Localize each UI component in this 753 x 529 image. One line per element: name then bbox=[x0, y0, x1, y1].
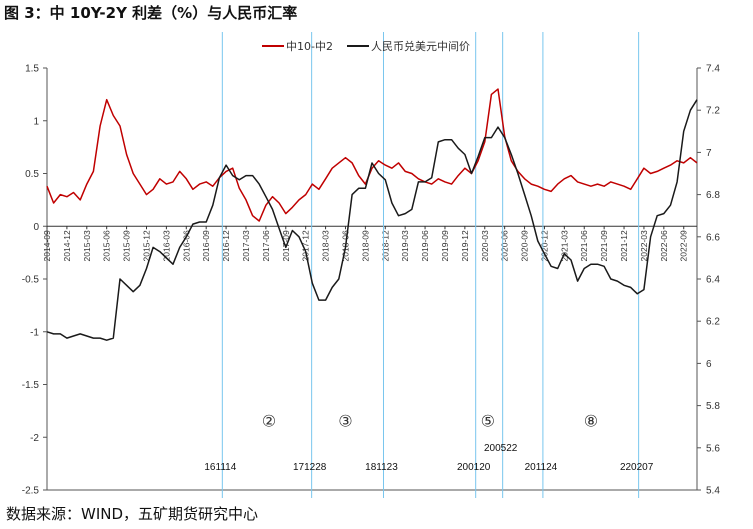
left-axis-tick-label: 1 bbox=[33, 116, 39, 127]
event-line-label: 200120 bbox=[457, 462, 491, 473]
left-axis-tick-label: -2 bbox=[30, 433, 39, 444]
x-axis-tick-label: 2015-09 bbox=[122, 230, 132, 261]
event-line-label: 181123 bbox=[365, 462, 398, 473]
x-axis-tick-label: 2018-12 bbox=[380, 230, 390, 261]
series-line-spread bbox=[46, 88, 698, 222]
x-axis-tick-label: 2018-09 bbox=[360, 230, 370, 261]
x-axis-tick-label: 2021-12 bbox=[619, 230, 629, 261]
x-axis-tick-label: 2014-12 bbox=[62, 230, 72, 261]
x-axis-tick-label: 2022-09 bbox=[679, 230, 689, 261]
x-axis-tick-label: 2015-06 bbox=[102, 230, 112, 261]
x-axis-tick-label: 2019-12 bbox=[460, 230, 470, 261]
event-line-label: 161114 bbox=[204, 462, 236, 473]
x-axis-tick-label: 2019-09 bbox=[440, 230, 450, 261]
right-axis-tick-label: 7.2 bbox=[706, 106, 720, 117]
legend-label: 中10-中2 bbox=[286, 40, 333, 53]
circled-annotation: ⑤ bbox=[481, 411, 495, 430]
x-axis-tick-label: 2020-09 bbox=[520, 230, 530, 261]
x-axis-tick-label: 2019-06 bbox=[420, 230, 430, 261]
right-axis-tick-label: 6.8 bbox=[706, 190, 720, 201]
right-axis-tick-label: 6 bbox=[706, 359, 712, 370]
x-axis-tick-label: 2019-03 bbox=[400, 230, 410, 261]
figure-source: 数据来源：WIND，五矿期货研究中心 bbox=[6, 505, 259, 523]
x-axis-tick-label: 2016-12 bbox=[221, 230, 231, 261]
x-axis-tick-label: 2015-03 bbox=[82, 230, 92, 261]
x-axis-tick-label: 2017-03 bbox=[241, 230, 251, 261]
left-axis-tick-label: 0.5 bbox=[25, 169, 39, 180]
x-axis-tick-label: 2016-03 bbox=[161, 230, 171, 261]
right-axis-tick-label: 5.4 bbox=[706, 486, 720, 497]
right-axis-tick-label: 5.6 bbox=[706, 443, 720, 454]
left-axis-tick-label: 1.5 bbox=[25, 64, 39, 75]
x-axis-tick-label: 2020-12 bbox=[539, 230, 549, 261]
x-axis-tick-label: 2020-03 bbox=[480, 230, 490, 261]
event-line-label: 171228 bbox=[293, 462, 327, 473]
x-axis-tick-label: 2016-06 bbox=[181, 230, 191, 261]
right-axis-tick-label: 7 bbox=[706, 148, 712, 159]
x-axis-tick-label: 2017-06 bbox=[261, 230, 271, 261]
event-line-label: 220207 bbox=[620, 462, 654, 473]
x-axis-tick-label: 2020-06 bbox=[500, 230, 510, 261]
left-axis-tick-label: -0.5 bbox=[22, 275, 40, 286]
right-axis-tick-label: 6.6 bbox=[706, 232, 720, 243]
circled-annotation: ⑧ bbox=[584, 411, 598, 430]
circled-annotation: ③ bbox=[338, 411, 352, 430]
figure-title: 图 3：中 10Y-2Y 利差（%）与人民币汇率 bbox=[4, 4, 298, 22]
left-axis-tick-label: 0 bbox=[33, 222, 39, 233]
right-axis-tick-label: 5.8 bbox=[706, 401, 720, 412]
right-axis-tick-label: 6.4 bbox=[706, 275, 720, 286]
event-line-label: 200522 bbox=[484, 443, 518, 454]
x-axis-tick-label: 2021-03 bbox=[559, 230, 569, 261]
x-axis-tick-label: 2022-06 bbox=[659, 230, 669, 261]
x-axis-tick-label: 2021-09 bbox=[599, 230, 609, 261]
left-axis-tick-label: -1.5 bbox=[22, 380, 40, 391]
series-line-usdcny bbox=[46, 99, 698, 341]
x-axis-tick-label: 2014-09 bbox=[42, 230, 52, 261]
x-axis-tick-label: 2018-03 bbox=[321, 230, 331, 261]
x-axis-tick-label: 2015-12 bbox=[141, 230, 151, 261]
right-axis-tick-label: 7.4 bbox=[706, 64, 720, 75]
left-axis-tick-label: -2.5 bbox=[22, 486, 40, 497]
x-axis-tick-label: 2017-12 bbox=[301, 230, 311, 261]
legend: 中10-中2 人民币兑美元中间价 bbox=[262, 39, 470, 53]
event-line-label: 201124 bbox=[525, 462, 558, 473]
x-axis-tick-label: 2016-09 bbox=[201, 230, 211, 261]
x-axis-tick-label: 2021-06 bbox=[579, 230, 589, 261]
right-axis-tick-label: 6.2 bbox=[706, 317, 720, 328]
circled-annotation: ② bbox=[262, 411, 276, 430]
x-axis-tick-label: 2022-03 bbox=[639, 230, 649, 261]
legend-label: 人民币兑美元中间价 bbox=[371, 39, 470, 53]
left-axis-tick-label: -1 bbox=[30, 327, 39, 338]
